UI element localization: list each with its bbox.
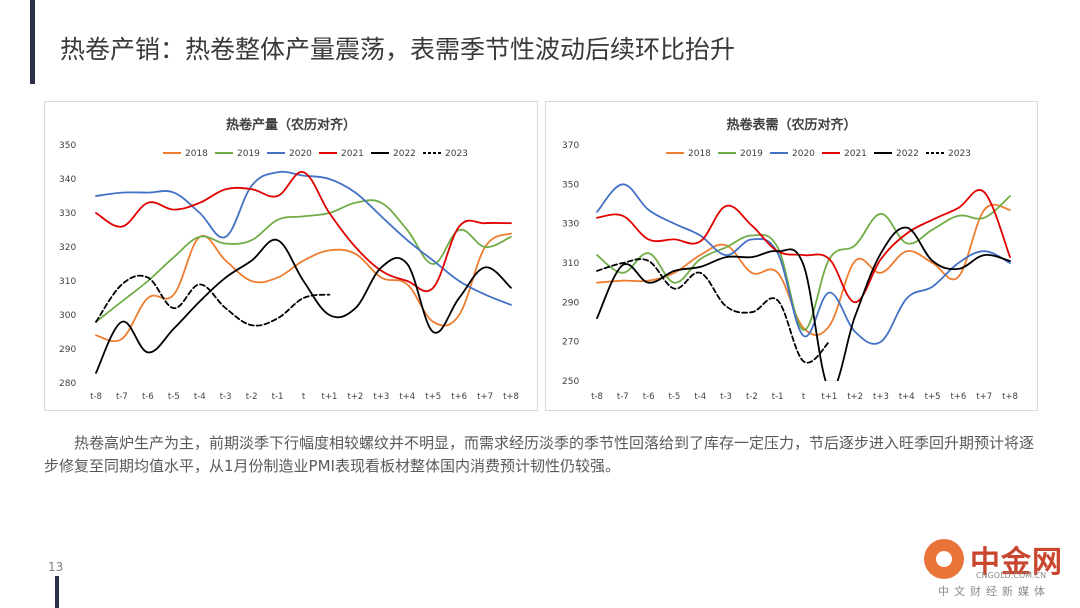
y-tick-label: 310 (562, 259, 579, 269)
legend-label-2019: 2019 (740, 149, 763, 159)
y-tick-label: 250 (562, 377, 579, 387)
series-line-2019 (596, 195, 1011, 331)
x-tick-label: t+1 (322, 392, 338, 402)
y-tick-label: 320 (59, 243, 76, 253)
x-tick-label: t-4 (694, 392, 706, 402)
x-tick-label: t-5 (669, 392, 681, 402)
x-tick-label: t+7 (976, 392, 992, 402)
title-accent-bar (30, 0, 35, 84)
x-tick-label: t+3 (373, 392, 389, 402)
y-tick-label: 290 (562, 298, 579, 308)
y-tick-label: 330 (562, 220, 579, 230)
chart-legend: 2018 2019 2020 2021 2022 2023 (163, 149, 468, 159)
chart-demand: 热卷表需（农历对齐） 2018 2019 2020 2021 2022 2023 250 270… (562, 117, 1018, 402)
x-tick-label: t+1 (821, 392, 837, 402)
x-tick-label: t+4 (399, 392, 415, 402)
x-tick-label: t+3 (873, 392, 889, 402)
series-line-2023 (95, 274, 331, 327)
series-line-2019 (95, 199, 512, 323)
x-tick-label: t-6 (643, 392, 655, 402)
legend-label-2020: 2020 (792, 149, 815, 159)
x-tick-label: t-6 (142, 392, 154, 402)
page-number: 13 (48, 560, 64, 574)
series-line-2021 (95, 171, 512, 293)
x-tick-label: t+6 (451, 392, 467, 402)
chart-demand-panel: 热卷表需（农历对齐） 2018 2019 2020 2021 2022 2023 250 270… (545, 101, 1038, 411)
series-line-2018 (596, 203, 1011, 336)
x-tick-label: t-8 (90, 392, 102, 402)
x-tick-label: t+7 (477, 392, 493, 402)
y-tick-label: 280 (59, 379, 76, 389)
watermark-subtitle: 中文财经新媒体 (938, 585, 1050, 598)
x-tick-label: t-7 (116, 392, 128, 402)
chart-title: 热卷表需（农历对齐） (726, 117, 856, 133)
watermark: 中金网 CNGOLD.COM.CN 中文财经新媒体 (916, 537, 1066, 601)
series-line-2022 (95, 238, 512, 374)
legend-label-2018: 2018 (688, 149, 711, 159)
y-tick-label: 310 (59, 277, 76, 287)
x-tick-label: t (302, 392, 306, 402)
series-line-2020 (95, 170, 512, 306)
x-tick-label: t-1 (272, 392, 284, 402)
footer-accent-bar (55, 576, 59, 608)
series-line-2023 (596, 258, 831, 364)
y-tick-label: 270 (562, 338, 579, 348)
watermark-url: CNGOLD.COM.CN (976, 571, 1047, 580)
y-tick-label: 330 (59, 209, 76, 219)
chart-production-panel: 热卷产量（农历对齐） 2018 2019 2020 2021 2022 2023 280 290… (44, 101, 538, 411)
chart-title: 热卷产量（农历对齐） (226, 117, 356, 133)
commentary-paragraph: 热卷高炉生产为主，前期淡季下行幅度相较螺纹并不明显，而需求经历淡季的季节性回落给… (44, 434, 1035, 475)
x-tick-label: t+6 (950, 392, 966, 402)
y-tick-label: 300 (59, 311, 76, 321)
legend-label-2023: 2023 (948, 149, 971, 159)
y-tick-label: 340 (59, 175, 76, 185)
legend-label-2023: 2023 (445, 149, 468, 159)
legend-label-2021: 2021 (844, 149, 867, 159)
legend-label-2022: 2022 (393, 149, 416, 159)
chart-production: 热卷产量（农历对齐） 2018 2019 2020 2021 2022 2023 280 290… (59, 117, 519, 402)
slide-title: 热卷产销：热卷整体产量震荡，表需季节性波动后续环比抬升 (60, 35, 736, 64)
x-tick-label: t+4 (899, 392, 915, 402)
legend-label-2018: 2018 (185, 149, 208, 159)
x-tick-label: t-7 (617, 392, 629, 402)
watermark-name: 中金网 (970, 545, 1063, 580)
watermark-logo-icon (924, 539, 964, 579)
legend-label-2020: 2020 (289, 149, 312, 159)
x-tick-label: t+8 (1002, 392, 1018, 402)
legend-label-2019: 2019 (237, 149, 260, 159)
x-tick-label: t-5 (168, 392, 180, 402)
series-line-2021 (596, 189, 1011, 304)
y-tick-label: 350 (59, 141, 76, 151)
x-tick-label: t+2 (347, 392, 363, 402)
legend-label-2021: 2021 (341, 149, 364, 159)
y-tick-label: 370 (562, 141, 579, 151)
chart-legend: 2018 2019 2020 2021 2022 2023 (666, 149, 971, 159)
series-line-2022 (596, 226, 1011, 381)
x-tick-label: t+2 (847, 392, 863, 402)
x-tick-label: t-3 (720, 392, 732, 402)
x-tick-label: t+5 (925, 392, 941, 402)
x-tick-label: t-1 (772, 392, 784, 402)
x-tick-label: t-4 (194, 392, 206, 402)
x-tick-label: t-2 (746, 392, 758, 402)
x-tick-label: t+8 (503, 392, 519, 402)
x-tick-label: t-2 (246, 392, 258, 402)
legend-label-2022: 2022 (896, 149, 919, 159)
series-line-2020 (596, 183, 1011, 345)
x-tick-label: t+5 (425, 392, 441, 402)
x-tick-label: t (802, 392, 806, 402)
x-tick-label: t-3 (220, 392, 232, 402)
y-tick-label: 290 (59, 345, 76, 355)
x-tick-label: t-8 (591, 392, 603, 402)
y-tick-label: 350 (562, 180, 579, 190)
